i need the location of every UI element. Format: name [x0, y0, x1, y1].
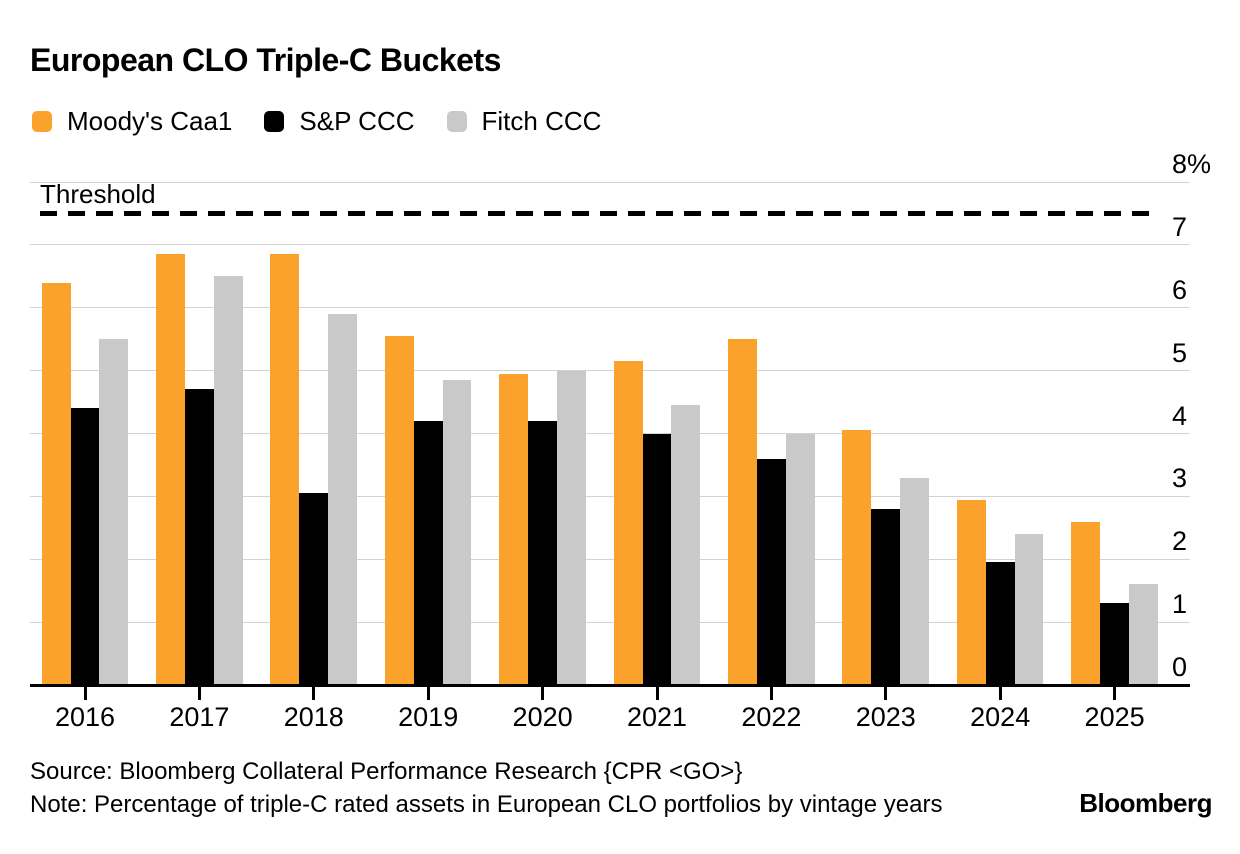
legend-label-sp: S&P CCC — [299, 105, 415, 136]
x-tick-2025 — [1113, 687, 1117, 700]
bar-fitch-ccc-2018 — [328, 314, 358, 685]
bar-s-p-ccc-2019 — [413, 420, 443, 685]
bar-moody-s-caa1-2022 — [728, 339, 757, 685]
gridline-5 — [30, 370, 1190, 372]
legend-label-moodys: Moody's Caa1 — [67, 105, 233, 136]
threshold-line — [40, 211, 1155, 217]
source-text: Source: Bloomberg Collateral Performance… — [30, 758, 743, 785]
bar-moody-s-caa1-2023 — [842, 430, 872, 685]
x-axis-line — [30, 683, 1190, 687]
y-axis-label-8: 8% — [1172, 149, 1212, 179]
y-axis-label-1: 1 — [1172, 589, 1188, 620]
fitch-swatch-icon — [446, 110, 467, 132]
bar-s-p-ccc-2024 — [985, 562, 1015, 685]
y-axis-label-6: 6 — [1172, 274, 1188, 305]
bar-s-p-ccc-2022 — [756, 458, 786, 685]
y-axis-label-3: 3 — [1172, 463, 1188, 494]
bar-fitch-ccc-2016 — [99, 339, 129, 685]
bar-moody-s-caa1-2019 — [384, 336, 414, 685]
bar-moody-s-caa1-2024 — [956, 499, 986, 685]
x-tick-2021 — [655, 687, 659, 700]
x-axis-label-2025: 2025 — [1084, 702, 1145, 732]
x-axis-label-2016: 2016 — [54, 702, 116, 732]
gridline-8 — [30, 181, 1190, 183]
gridline-6 — [30, 307, 1190, 309]
x-tick-2022 — [769, 687, 773, 700]
bar-fitch-ccc-2023 — [900, 477, 930, 685]
bar-moody-s-caa1-2018 — [270, 254, 300, 685]
x-axis-label-2021: 2021 — [626, 702, 688, 732]
x-tick-2018 — [312, 687, 316, 700]
bar-s-p-ccc-2021 — [642, 433, 672, 685]
chart-title: European CLO Triple-C Buckets — [30, 42, 501, 78]
bar-s-p-ccc-2017 — [184, 389, 214, 685]
bar-s-p-ccc-2018 — [299, 493, 329, 685]
x-axis-label-2019: 2019 — [398, 702, 459, 732]
y-axis-label-4: 4 — [1172, 400, 1188, 431]
bar-s-p-ccc-2025 — [1100, 603, 1130, 685]
bar-moody-s-caa1-2020 — [499, 373, 529, 685]
legend-label-fitch: Fitch CCC — [481, 105, 602, 136]
moodys-swatch-icon — [32, 110, 52, 132]
sp-swatch-icon — [264, 110, 285, 132]
x-tick-2020 — [541, 687, 545, 700]
bar-s-p-ccc-2016 — [70, 408, 100, 685]
bar-fitch-ccc-2022 — [785, 433, 815, 685]
y-axis-label-0: 0 — [1172, 652, 1188, 682]
bar-moody-s-caa1-2016 — [41, 282, 71, 685]
chart-legend: Moody's Caa1 S&P CCC Fitch CCC — [32, 105, 633, 137]
bar-fitch-ccc-2017 — [213, 276, 243, 685]
gridline-7 — [30, 244, 1190, 246]
bar-fitch-ccc-2021 — [671, 405, 701, 685]
bar-moody-s-caa1-2025 — [1071, 521, 1101, 685]
bar-fitch-ccc-2019 — [442, 380, 472, 685]
bar-fitch-ccc-2020 — [557, 370, 586, 685]
x-tick-2016 — [83, 687, 87, 700]
bar-moody-s-caa1-2017 — [156, 254, 185, 685]
legend-item-sp: S&P CCC — [264, 105, 415, 137]
x-tick-2024 — [998, 687, 1002, 700]
gridline-2 — [30, 558, 1190, 560]
gridline-3 — [30, 495, 1190, 497]
bar-fitch-ccc-2024 — [1014, 534, 1044, 685]
note-line: Note: Percentage of triple-C rated asset… — [30, 788, 1212, 819]
y-axis-label-2: 2 — [1172, 526, 1188, 557]
y-axis-label-5: 5 — [1172, 337, 1188, 368]
legend-item-fitch: Fitch CCC — [446, 105, 602, 137]
gridline-4 — [30, 433, 1190, 434]
threshold-label: Threshold — [40, 179, 156, 210]
x-axis-label-2018: 2018 — [283, 702, 344, 732]
y-axis-label-7: 7 — [1172, 211, 1188, 242]
bloomberg-logo: Bloomberg — [1079, 788, 1212, 818]
gridline-1 — [30, 621, 1190, 623]
x-axis-label-2023: 2023 — [855, 702, 916, 732]
x-tick-2017 — [197, 687, 201, 700]
bar-s-p-ccc-2023 — [871, 508, 901, 685]
legend-item-moodys: Moody's Caa1 — [32, 106, 232, 137]
x-tick-2019 — [426, 687, 430, 700]
x-axis-label-2020: 2020 — [512, 702, 573, 732]
x-axis-label-2022: 2022 — [741, 702, 802, 732]
x-tick-2023 — [884, 687, 888, 700]
note-text: Note: Percentage of triple-C rated asset… — [30, 791, 943, 818]
x-axis-label-2024: 2024 — [970, 702, 1031, 732]
x-axis-label-2017: 2017 — [169, 702, 230, 732]
bar-s-p-ccc-2020 — [528, 420, 558, 685]
bar-moody-s-caa1-2021 — [613, 361, 643, 685]
bar-fitch-ccc-2025 — [1129, 584, 1158, 685]
